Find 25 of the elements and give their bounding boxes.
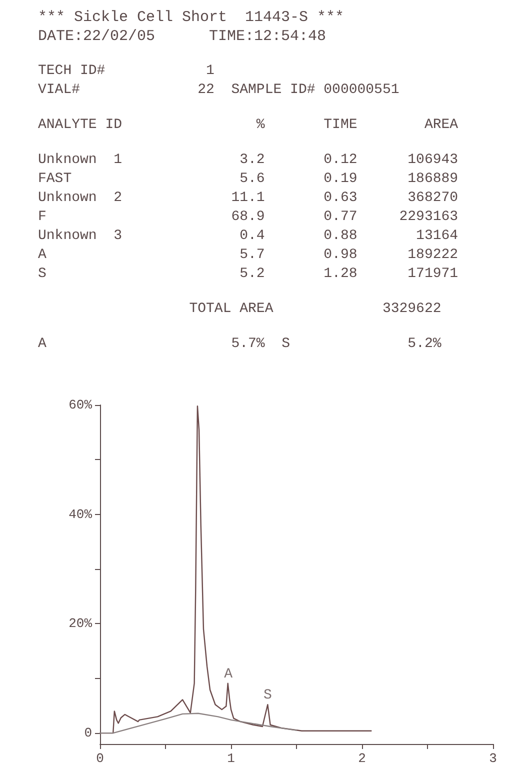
x-tick-label: 1 xyxy=(227,751,236,766)
text: Unknown 2 11.1 0.63 368270 xyxy=(38,189,460,208)
text: VIAL# 22 SAMPLE ID# 000000551 xyxy=(38,81,400,100)
y-tick-label: 0 xyxy=(84,726,92,741)
text: A 5.7% S 5.2% xyxy=(38,335,442,354)
annotation: S xyxy=(263,688,272,704)
annotation: A xyxy=(224,666,234,682)
x-tick-label: 2 xyxy=(358,751,366,766)
x-tick-label: 0 xyxy=(96,751,104,766)
text: A 5.7 0.98 189222 xyxy=(38,246,460,265)
text: F 68.9 0.77 2293163 xyxy=(38,208,460,227)
text: S 5.2 1.28 171971 xyxy=(38,265,460,284)
chart-subtitle: DATE:22/02/05 TIME:12:54:48 xyxy=(38,27,328,46)
text: TECH ID# 1 xyxy=(38,62,216,81)
line-series xyxy=(99,712,298,734)
text: ANALYTE ID % TIME AREA xyxy=(38,116,460,135)
text: FAST 5.6 0.19 186889 xyxy=(38,170,460,189)
y-tick-label: 20% xyxy=(68,616,92,632)
y-tick-label: 60% xyxy=(68,398,92,412)
text: Unknown 1 3.2 0.12 106943 xyxy=(38,151,460,170)
chart-title: *** Sickle Cell Short 11443-S *** xyxy=(38,8,346,27)
y-tick-label: 40% xyxy=(68,506,92,522)
text: Unknown 3 0.4 0.88 13164 xyxy=(38,227,460,246)
text: TOTAL AREA 3329622 xyxy=(188,300,442,319)
x-tick-label: 3 xyxy=(489,751,497,766)
